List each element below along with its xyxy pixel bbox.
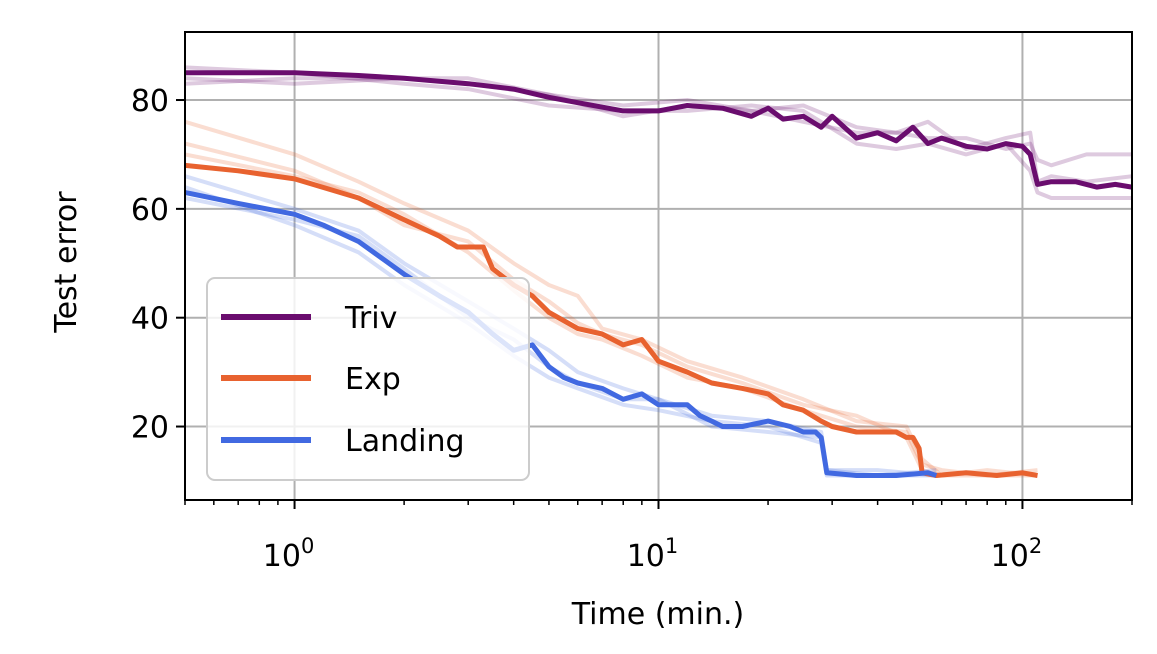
y-tick-label: 20 bbox=[131, 411, 169, 446]
series-run-triv bbox=[185, 65, 1132, 200]
x-tick-label: 101 bbox=[627, 534, 679, 574]
legend-label-landing: Landing bbox=[345, 424, 465, 459]
legend-label-exp: Exp bbox=[345, 362, 401, 397]
x-tick-label: 102 bbox=[991, 534, 1043, 574]
series-run-triv bbox=[185, 76, 1132, 168]
x-axis-label: Time (min.) bbox=[571, 597, 744, 632]
axis-ticks: 20 40 60 80 100 101 102 bbox=[131, 84, 1133, 574]
y-tick-label: 80 bbox=[131, 84, 169, 119]
series-layer bbox=[185, 65, 1132, 478]
legend-label-triv: Triv bbox=[344, 301, 397, 336]
series-line-triv bbox=[185, 70, 1132, 190]
legend: Triv Exp Landing bbox=[206, 277, 530, 481]
y-tick-label: 60 bbox=[131, 193, 169, 228]
x-tick-label: 100 bbox=[263, 534, 315, 574]
y-axis-label: Test error bbox=[49, 191, 84, 334]
y-tick-label: 40 bbox=[131, 302, 169, 337]
legend-box bbox=[206, 277, 530, 481]
series-line-exp bbox=[185, 162, 1038, 478]
